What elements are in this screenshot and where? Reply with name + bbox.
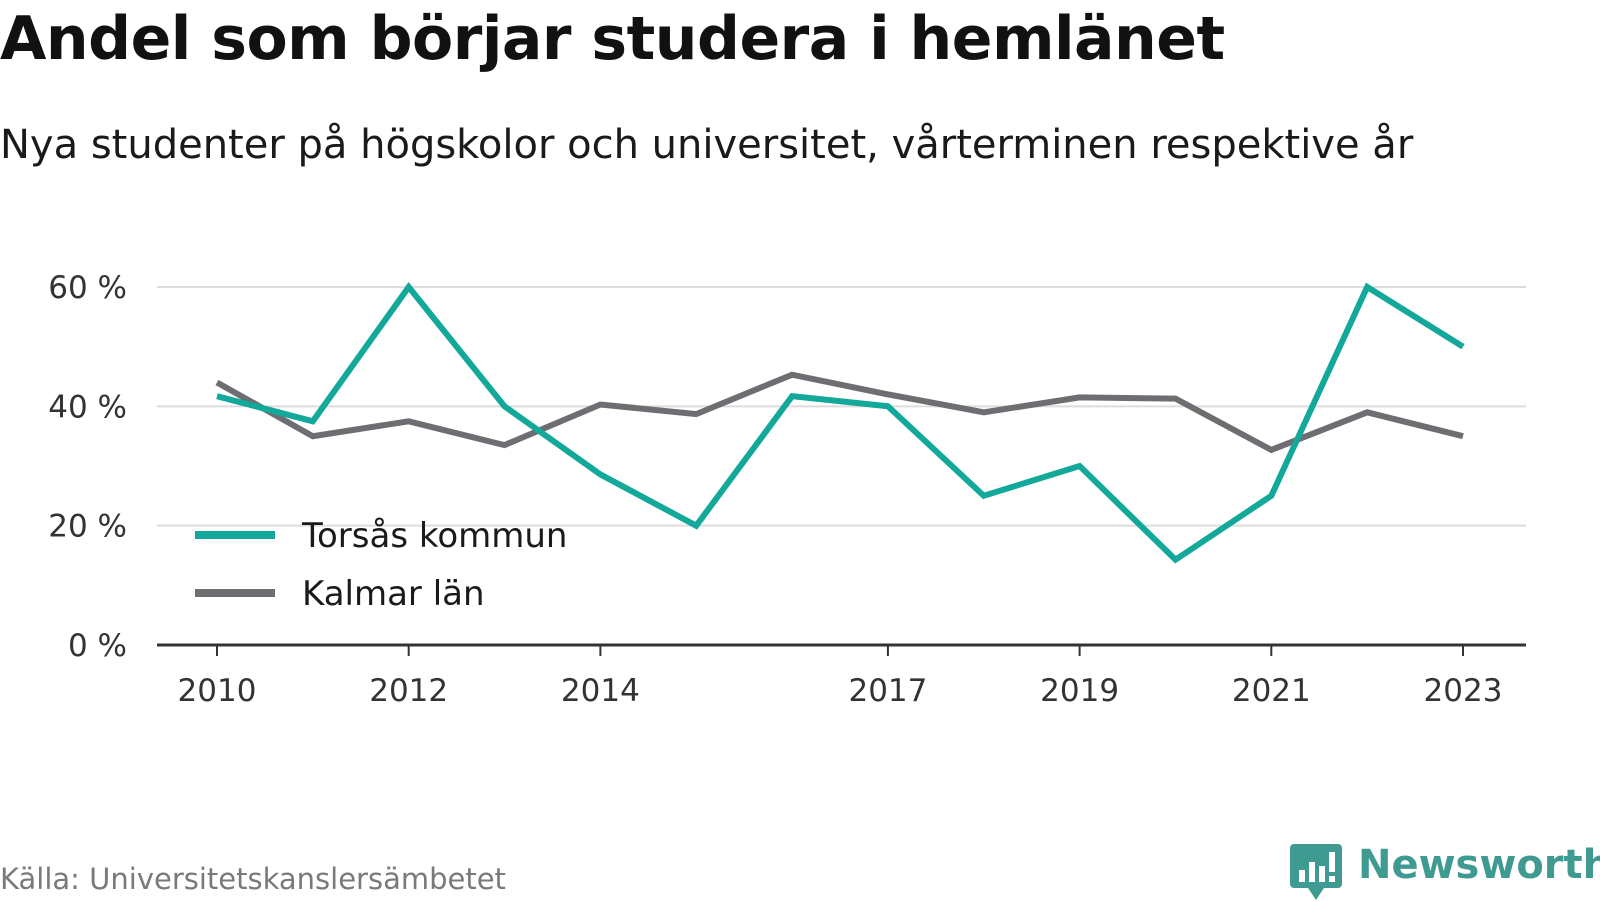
y-tick-label: 0 % (68, 628, 127, 664)
gridlines (157, 286, 1526, 527)
series-line (215, 371, 1464, 454)
x-axis: 2010 2012 2014 2017 2019 2021 2023 (157, 643, 1526, 709)
x-tick-label: 2012 (369, 673, 448, 709)
x-tick-label: 2019 (1040, 673, 1119, 709)
legend-label: Kalmar län (302, 574, 485, 614)
chart-title: Andel som börjar studera i hemlänet (0, 4, 1225, 74)
x-tick-label: 2021 (1232, 673, 1311, 709)
newsworthy-logo-icon (1290, 844, 1342, 900)
source-note: Källa: Universitetskanslersämbetet (0, 862, 506, 896)
legend: Torsås kommun Kalmar län (195, 516, 567, 614)
y-tick-label: 40 % (48, 389, 127, 425)
brand-name: Newsworthy (1358, 842, 1600, 888)
series-line (216, 282, 1465, 564)
legend-label: Torsås kommun (301, 516, 567, 556)
x-tick-label: 2017 (848, 673, 927, 709)
series-lines (215, 282, 1465, 564)
y-tick-label: 60 % (48, 270, 127, 306)
x-tick-label: 2023 (1424, 673, 1503, 709)
y-axis-ticks: 0 % 20 % 40 % 60 % (48, 270, 127, 664)
x-tick-label: 2014 (561, 673, 640, 709)
chart-subtitle: Nya studenter på högskolor och universit… (0, 122, 1414, 168)
x-tick-label: 2010 (178, 673, 257, 709)
y-tick-label: 20 % (48, 509, 127, 545)
